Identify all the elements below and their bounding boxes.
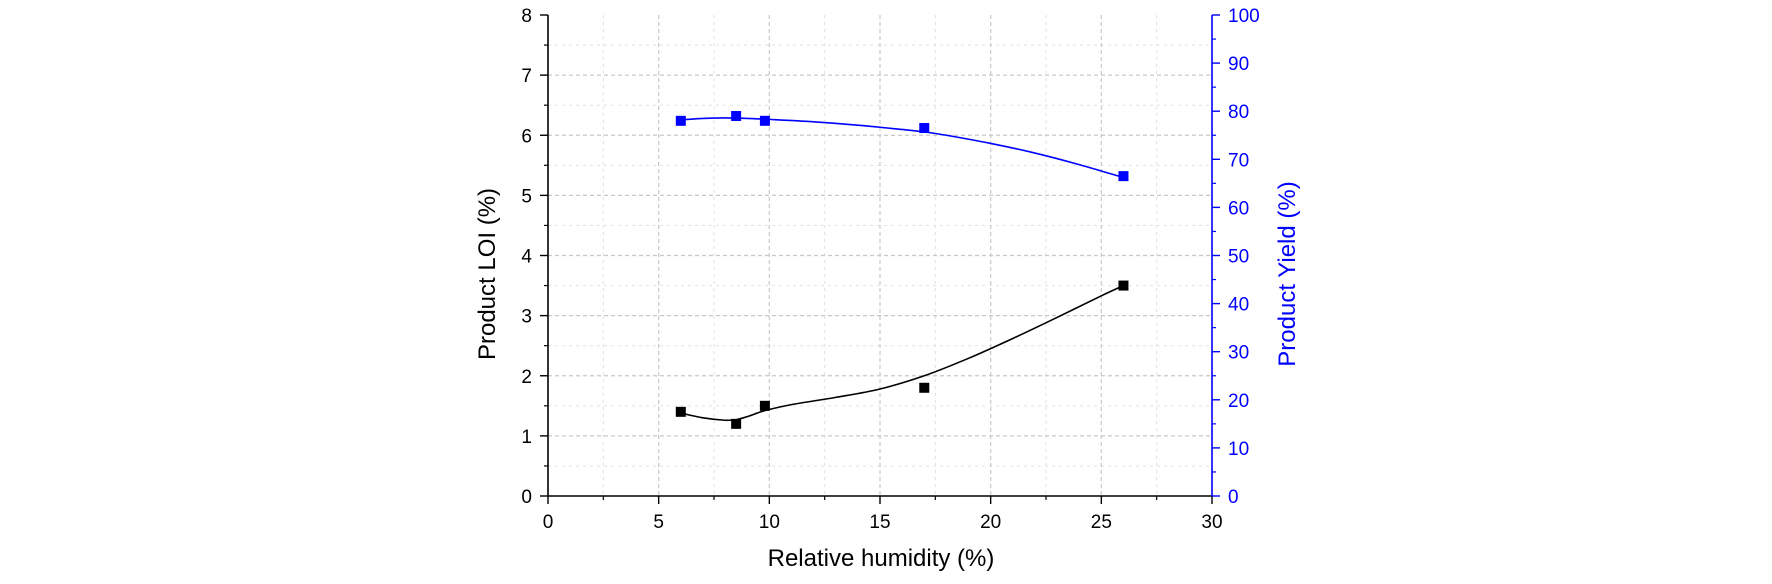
series-loi-point (731, 418, 742, 429)
y-tick-label: 8 (521, 6, 532, 27)
y-tick-label: 2 (521, 367, 532, 388)
series-yield-point (1118, 171, 1129, 182)
axes-layer: 0 5 10 15 20 25 300123456780102030405060708090… (521, 6, 1259, 533)
y2-tick-label: 100 (1228, 6, 1260, 27)
y2-tick-label: 0 (1228, 487, 1239, 508)
series-loi-point (675, 406, 686, 417)
y-tick-label: 3 (521, 307, 532, 328)
y-tick-label: 1 (521, 427, 532, 448)
grid-layer (548, 15, 1212, 496)
y-tick-label: 7 (521, 66, 532, 87)
y2-tick-label: 40 (1228, 295, 1249, 316)
series-yield-fit-line (680, 117, 1124, 179)
series-loi-point (919, 382, 930, 393)
y2-tick-label: 60 (1228, 198, 1249, 219)
series-layer (675, 111, 1129, 429)
y-tick-label: 6 (521, 126, 532, 147)
x-tick-label: 25 (1091, 512, 1112, 533)
y2-tick-label: 20 (1228, 391, 1249, 412)
y2-tick-label: 30 (1228, 343, 1249, 364)
series-yield-point (675, 115, 686, 126)
x-tick-label: 10 (759, 512, 780, 533)
x-tick-label: 20 (980, 512, 1001, 533)
y2-tick-label: 10 (1228, 439, 1249, 460)
series-loi-point (759, 400, 770, 411)
y-tick-label: 4 (521, 247, 532, 268)
y2-tick-label: 50 (1228, 247, 1249, 268)
y2-axis-label: Product Yield (%) (1274, 181, 1301, 366)
y2-tick-label: 70 (1228, 150, 1249, 171)
x-tick-label: 0 (543, 512, 554, 533)
y-tick-label: 5 (521, 186, 532, 207)
series-yield-point (731, 111, 742, 122)
x-tick-label: 5 (653, 512, 664, 533)
y2-tick-label: 90 (1228, 54, 1249, 75)
y-axis-label: Product LOI (%) (474, 188, 501, 360)
x-tick-label: 15 (869, 512, 890, 533)
series-loi-fit-line (680, 284, 1124, 422)
x-tick-label: 30 (1201, 512, 1222, 533)
series-loi-point (1118, 280, 1129, 291)
y2-tick-label: 80 (1228, 102, 1249, 123)
x-axis-label: Relative humidity (%) (768, 545, 995, 572)
series-yield-point (919, 123, 930, 134)
series-yield-point (759, 115, 770, 126)
y-tick-label: 0 (521, 487, 532, 508)
